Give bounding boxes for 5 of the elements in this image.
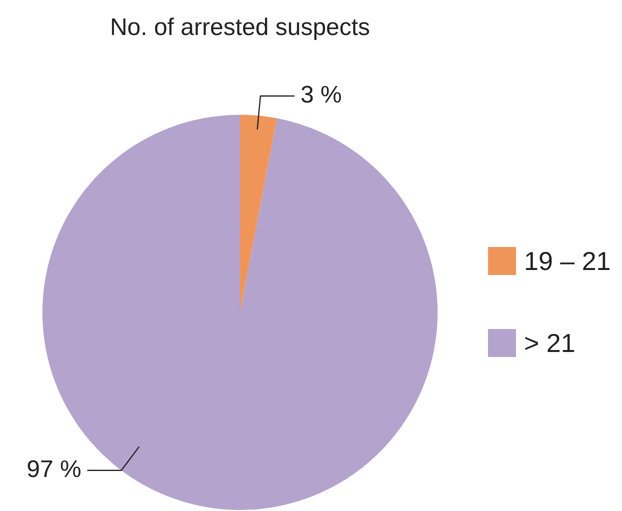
chart-title: No. of arrested suspects xyxy=(110,14,370,42)
data-label: 3 % xyxy=(300,82,342,109)
legend-label: > 21 xyxy=(524,328,576,358)
data-label: 97 % xyxy=(26,456,82,484)
legend-label: 19 – 21 xyxy=(524,246,611,276)
